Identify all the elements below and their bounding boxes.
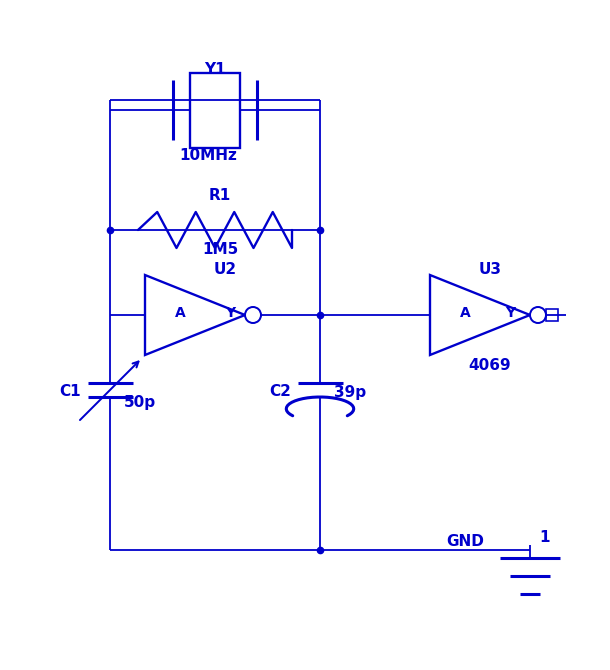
- Text: 50p: 50p: [124, 395, 156, 409]
- Text: 1: 1: [540, 529, 550, 545]
- Text: U2: U2: [214, 263, 237, 277]
- Text: 1M5: 1M5: [202, 243, 238, 257]
- Text: A: A: [174, 306, 185, 320]
- Text: C2: C2: [269, 385, 291, 399]
- Text: 4069: 4069: [468, 358, 511, 373]
- Text: Y: Y: [225, 306, 235, 320]
- Text: R1: R1: [209, 188, 231, 202]
- Text: Y1: Y1: [204, 62, 226, 78]
- Bar: [190, 72, 240, 147]
- Text: Y: Y: [505, 306, 515, 320]
- Bar: [546, 309, 558, 321]
- Text: A: A: [459, 306, 470, 320]
- Text: GND: GND: [446, 535, 484, 549]
- Text: U3: U3: [478, 263, 501, 277]
- Text: 10MHz: 10MHz: [179, 147, 237, 163]
- Text: 39p: 39p: [334, 385, 366, 399]
- Text: C1: C1: [59, 385, 81, 399]
